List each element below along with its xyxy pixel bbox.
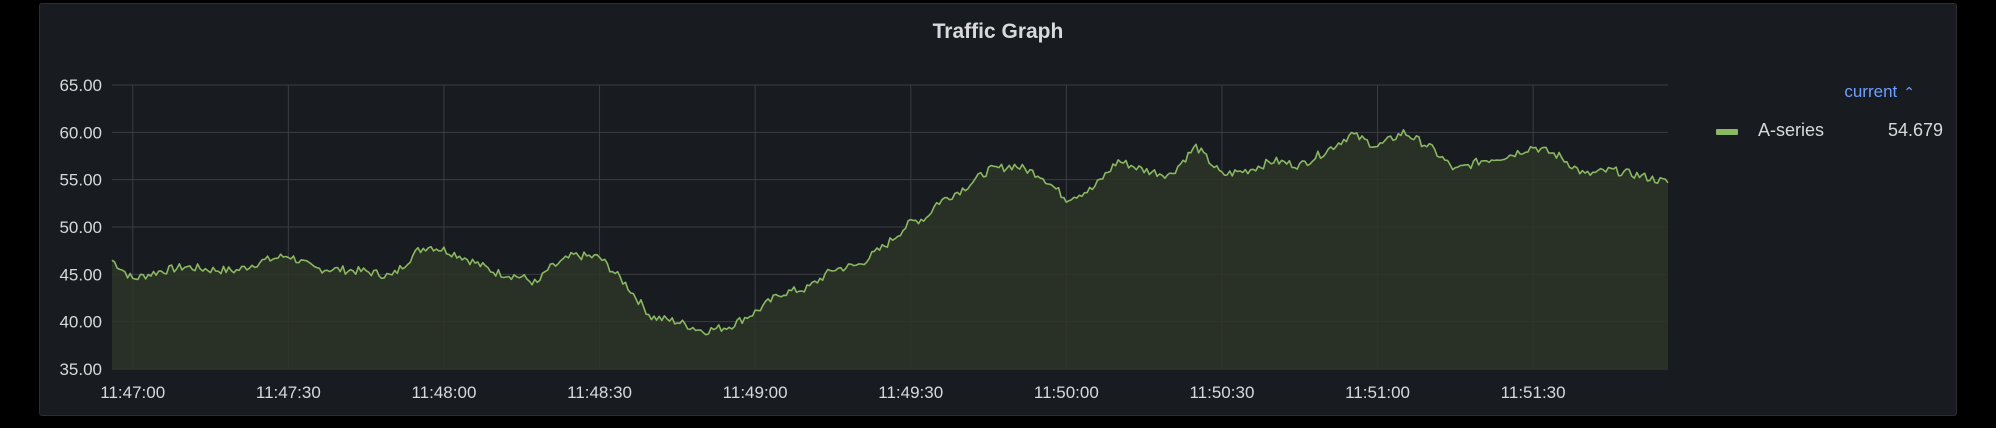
x-tick-label: 11:48:30 bbox=[567, 383, 632, 402]
x-tick-label: 11:47:00 bbox=[100, 383, 165, 402]
x-tick-label: 11:48:00 bbox=[411, 383, 476, 402]
x-tick-label: 11:50:00 bbox=[1034, 383, 1099, 402]
y-axis-labels: 35.00 40.00 45.00 50.00 55.00 60.00 65.00 bbox=[59, 76, 102, 379]
x-axis-labels: 11:47:00 11:47:30 11:48:00 11:48:30 11:49:00… bbox=[100, 383, 1565, 402]
legend-swatch-icon bbox=[1716, 129, 1738, 135]
panel-title[interactable]: Traffic Graph bbox=[932, 20, 1064, 43]
y-tick-label: 50.00 bbox=[59, 218, 102, 237]
series-area-fill bbox=[112, 129, 1668, 369]
x-tick-label: 11:51:30 bbox=[1501, 383, 1566, 402]
series-line-a-series bbox=[111, 129, 1669, 336]
graph-panel: Traffic Graph 35.00 40.00 45.00 50.00 55.00 6… bbox=[39, 3, 1957, 416]
y-tick-label: 55.00 bbox=[59, 171, 102, 190]
chart-area[interactable]: 35.00 40.00 45.00 50.00 55.00 60.00 65.00 11:4… bbox=[40, 4, 1958, 417]
x-tick-label: 11:47:30 bbox=[256, 383, 321, 402]
legend-item-a-series[interactable]: A-series 54.679 bbox=[1710, 120, 1950, 144]
y-tick-label: 40.00 bbox=[59, 313, 102, 332]
legend-item-value: 54.679 bbox=[1887, 120, 1943, 140]
x-tick-label: 11:50:30 bbox=[1189, 383, 1254, 402]
x-tick-label: 11:51:00 bbox=[1345, 383, 1410, 402]
series-layer bbox=[111, 129, 1669, 369]
chevron-up-icon: ⌃ bbox=[1903, 84, 1915, 100]
y-tick-label: 60.00 bbox=[59, 123, 102, 142]
legend-item-name: A-series bbox=[1758, 120, 1825, 140]
y-tick-label: 35.00 bbox=[59, 360, 102, 379]
y-tick-label: 65.00 bbox=[59, 76, 102, 95]
y-tick-label: 45.00 bbox=[59, 265, 102, 284]
x-tick-label: 11:49:00 bbox=[723, 383, 788, 402]
legend-sort-current[interactable]: current ⌃ bbox=[1710, 82, 1915, 102]
x-tick-label: 11:49:30 bbox=[878, 383, 943, 402]
legend-header-label: current bbox=[1844, 82, 1898, 101]
